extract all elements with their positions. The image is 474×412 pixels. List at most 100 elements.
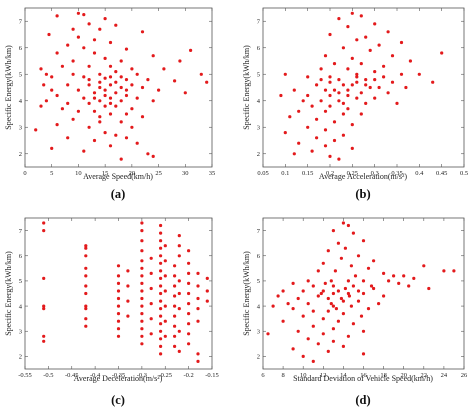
data-point bbox=[356, 254, 361, 258]
data-point bbox=[177, 254, 181, 258]
data-point bbox=[329, 302, 333, 306]
data-point bbox=[364, 101, 368, 105]
data-point bbox=[332, 120, 337, 124]
data-point bbox=[92, 138, 97, 143]
data-point bbox=[350, 146, 354, 150]
data-point bbox=[140, 327, 144, 331]
data-point bbox=[205, 299, 209, 303]
data-point bbox=[283, 131, 287, 135]
data-point bbox=[399, 72, 404, 76]
data-point bbox=[306, 302, 310, 306]
x-axis-label: Average Acceleration(m/s²) bbox=[319, 172, 408, 181]
data-point bbox=[319, 67, 323, 71]
data-point bbox=[359, 314, 364, 318]
data-point bbox=[331, 229, 335, 233]
data-point bbox=[114, 23, 118, 27]
data-point bbox=[343, 286, 347, 291]
data-point bbox=[159, 299, 163, 303]
data-point bbox=[159, 276, 163, 280]
data-point bbox=[87, 125, 91, 129]
y-tick-label: 7 bbox=[257, 228, 261, 235]
data-point bbox=[296, 296, 300, 301]
data-point bbox=[116, 274, 121, 278]
data-point bbox=[159, 314, 163, 318]
data-point bbox=[321, 261, 325, 265]
data-point bbox=[336, 319, 340, 323]
data-point bbox=[346, 223, 350, 228]
data-point bbox=[55, 93, 59, 98]
data-point bbox=[382, 271, 386, 275]
data-point bbox=[140, 239, 144, 243]
data-point bbox=[336, 289, 340, 293]
data-point bbox=[341, 101, 345, 105]
data-point bbox=[84, 254, 88, 258]
data-point bbox=[66, 101, 70, 105]
y-tick-label: 3 bbox=[19, 125, 22, 132]
data-point bbox=[159, 254, 163, 258]
x-tick-label: 20 bbox=[129, 170, 136, 177]
data-point bbox=[44, 99, 49, 103]
data-point bbox=[84, 244, 88, 248]
data-point bbox=[163, 259, 167, 263]
data-point bbox=[140, 334, 144, 338]
data-point bbox=[356, 299, 361, 303]
data-point bbox=[50, 146, 54, 150]
data-point bbox=[140, 281, 144, 285]
data-point bbox=[98, 80, 102, 84]
data-point bbox=[177, 291, 181, 296]
data-point bbox=[346, 67, 350, 71]
data-point bbox=[346, 279, 350, 283]
data-point bbox=[328, 154, 332, 158]
data-point bbox=[288, 115, 292, 119]
data-point bbox=[323, 144, 328, 148]
data-point bbox=[103, 93, 107, 98]
x-tick-label: 0.3 bbox=[371, 170, 379, 177]
x-axis-label: Average Deceleration(m/s²) bbox=[74, 374, 163, 383]
data-point bbox=[351, 322, 355, 326]
data-point bbox=[349, 304, 353, 308]
data-point bbox=[364, 83, 368, 87]
data-point bbox=[407, 284, 411, 288]
data-point bbox=[119, 59, 123, 63]
data-point bbox=[366, 266, 371, 270]
x-tick-label: 0.2 bbox=[326, 170, 334, 177]
data-point bbox=[196, 352, 200, 356]
x-tick-label: 20 bbox=[400, 372, 407, 379]
data-point bbox=[412, 276, 416, 280]
data-point bbox=[98, 27, 102, 31]
data-point bbox=[286, 302, 290, 306]
y-tick-label: 4 bbox=[257, 98, 261, 105]
plot-frame-1 bbox=[24, 7, 213, 168]
data-point bbox=[130, 83, 134, 87]
data-point bbox=[187, 322, 191, 326]
data-point bbox=[140, 85, 145, 90]
data-point bbox=[84, 284, 88, 288]
data-point bbox=[187, 249, 191, 253]
data-point bbox=[386, 30, 390, 34]
data-point bbox=[87, 64, 91, 68]
data-point bbox=[114, 91, 118, 95]
data-point bbox=[103, 17, 107, 21]
data-point bbox=[149, 332, 153, 336]
data-point bbox=[119, 157, 123, 161]
data-point bbox=[297, 109, 301, 113]
data-point bbox=[373, 22, 377, 26]
data-point bbox=[84, 324, 88, 328]
data-point bbox=[92, 38, 97, 42]
data-point bbox=[55, 123, 59, 127]
data-point bbox=[326, 309, 330, 313]
data-point bbox=[332, 62, 337, 66]
data-point bbox=[382, 64, 386, 68]
data-point bbox=[351, 284, 355, 288]
data-point bbox=[177, 279, 181, 283]
data-point bbox=[108, 144, 113, 148]
data-point bbox=[116, 304, 121, 308]
data-point bbox=[341, 299, 345, 303]
data-point bbox=[386, 91, 390, 95]
data-point bbox=[346, 291, 350, 296]
data-point bbox=[103, 88, 107, 92]
data-point bbox=[310, 149, 314, 153]
data-point bbox=[34, 128, 38, 132]
data-point bbox=[266, 332, 270, 336]
